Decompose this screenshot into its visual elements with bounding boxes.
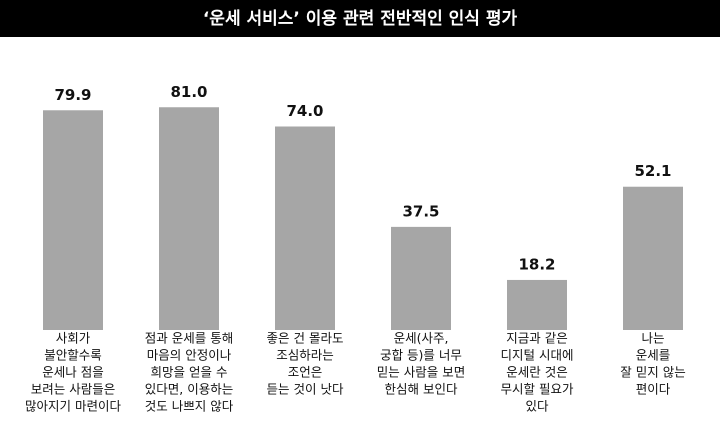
bar	[275, 126, 335, 330]
title-band	[0, 0, 720, 37]
bar	[43, 110, 103, 331]
x-tick-label: 마음의 안정이나	[147, 348, 232, 363]
value-label: 74.0	[286, 102, 323, 120]
x-tick-label: 운세나 점을	[42, 365, 103, 380]
x-tick-label: 운세를	[636, 348, 671, 363]
x-tick-label: 운세란 것은	[506, 365, 567, 380]
x-tick-label: 무시할 필요가	[501, 382, 574, 397]
chart-title: ‘운세 서비스’ 이용 관련 전반적인 인식 평가	[203, 9, 518, 29]
bar	[391, 226, 451, 330]
x-tick-label: 불안할수록	[44, 348, 102, 363]
x-tick-label: 믿는 사람을 보면	[377, 365, 465, 380]
x-tick-label: 편이다	[636, 382, 671, 397]
x-tick-label: 있다	[525, 399, 549, 414]
x-tick-label: 것도 나쁘지 않다	[145, 399, 234, 414]
x-tick-label: 조심하라는	[276, 348, 334, 363]
x-tick-label: 듣는 것이 낫다	[267, 382, 344, 397]
x-tick-label: 궁합 등)를 너무	[380, 348, 462, 363]
value-label: 81.0	[170, 83, 207, 101]
x-tick-label: 많아지기 마련이다	[25, 399, 121, 414]
value-label: 52.1	[634, 162, 671, 180]
x-tick-label: 지금과 같은	[506, 331, 567, 346]
bar	[623, 186, 683, 330]
x-tick-label: 있다면, 이용하는	[145, 382, 233, 397]
value-label: 18.2	[518, 255, 555, 273]
x-tick-label: 운세(사주,	[394, 331, 449, 346]
x-tick-label: 잘 믿지 않는	[620, 365, 685, 380]
value-label: 37.5	[402, 202, 439, 220]
x-tick-label: 점과 운세를 통해	[145, 331, 233, 346]
bar	[159, 107, 219, 330]
x-tick-label: 조언은	[288, 365, 323, 380]
x-tick-label: 나는	[641, 331, 664, 346]
bar	[507, 279, 567, 330]
value-label: 79.9	[54, 86, 91, 104]
x-tick-label: 한심해 보인다	[385, 382, 458, 397]
x-tick-label: 사회가	[56, 331, 91, 346]
x-tick-label: 좋은 건 몰라도	[267, 331, 344, 346]
x-tick-label: 디지털 시대에	[501, 348, 574, 363]
x-tick-label: 보려는 사람들은	[31, 382, 115, 397]
x-tick-label: 희망을 얻을 수	[151, 365, 228, 380]
